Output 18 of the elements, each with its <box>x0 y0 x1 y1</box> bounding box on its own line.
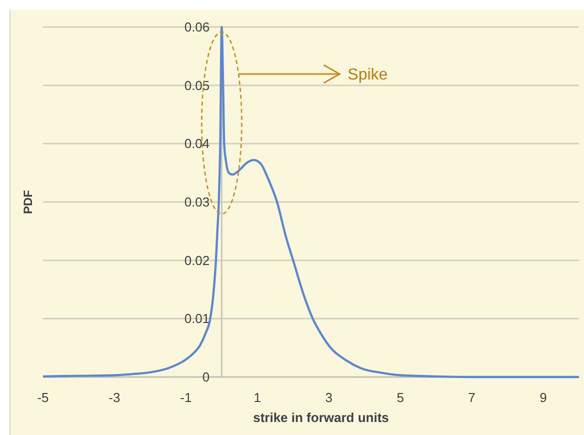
y-tick-label: 0 <box>202 370 210 385</box>
y-axis-title: PDF <box>21 190 35 214</box>
x-tick-label: 3 <box>325 390 332 405</box>
x-tick-label: 9 <box>540 390 547 405</box>
x-axis-title: strike in forward units <box>253 410 389 425</box>
y-tick-label: 0.04 <box>184 136 210 152</box>
x-tick-label: 7 <box>468 390 476 405</box>
y-tick-label: 0.06 <box>184 20 210 35</box>
x-tick-label: 5 <box>396 390 404 405</box>
x-tick-label: -3 <box>108 390 120 405</box>
y-tick-label: 0.05 <box>184 78 210 93</box>
x-tick-label: -1 <box>180 390 192 405</box>
annotation: Spike <box>348 66 388 84</box>
x-tick-label: 1 <box>254 390 262 405</box>
y-tick-label: 0.02 <box>184 252 210 268</box>
x-tick-label: -5 <box>37 390 49 405</box>
y-tick-label: 0.01 <box>184 311 210 326</box>
y-tick-label: 0.03 <box>184 194 210 210</box>
